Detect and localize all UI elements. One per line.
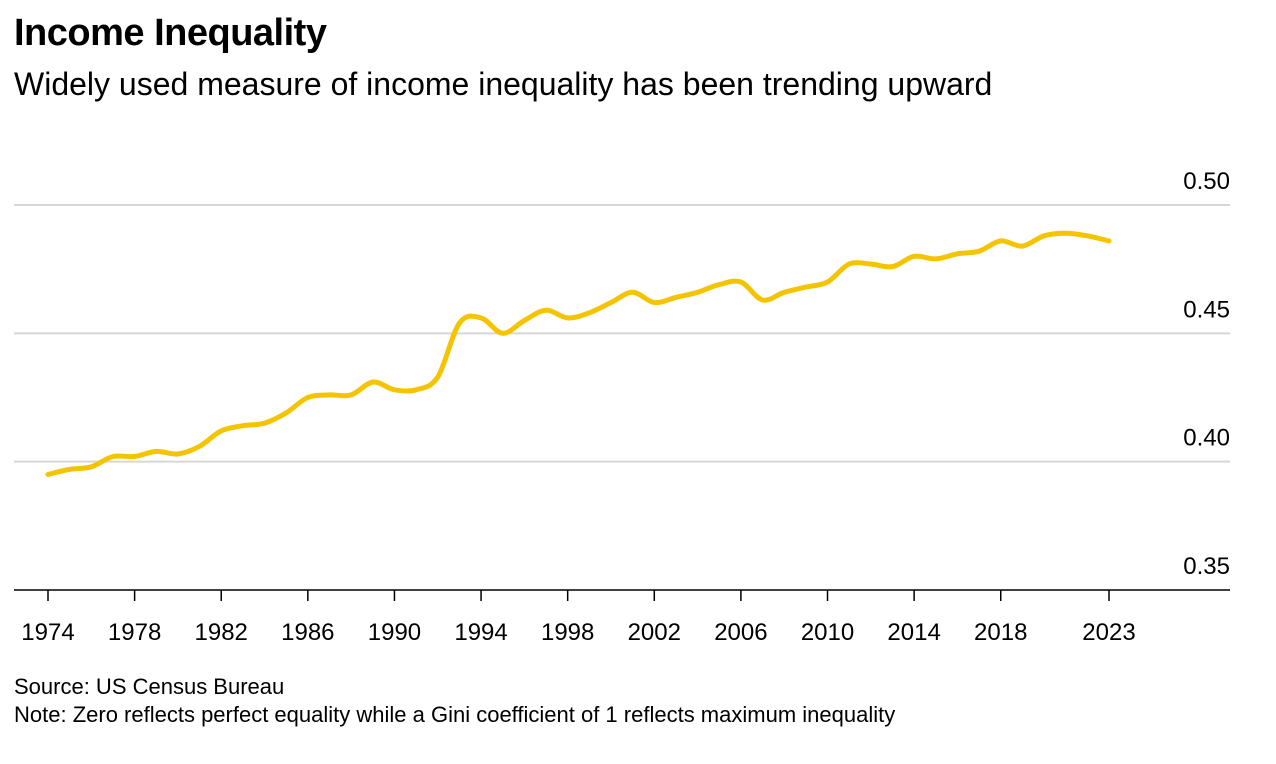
chart-subtitle: Widely used measure of income inequality… <box>14 66 993 102</box>
x-tick-label: 1974 <box>21 619 74 646</box>
footnote: Note: Zero reflects perfect equality whi… <box>14 702 896 727</box>
x-tick-label: 2006 <box>714 619 767 646</box>
y-tick-label: 0.45 <box>1183 296 1230 323</box>
x-tick-label: 2010 <box>801 619 854 646</box>
x-tick-label: 1982 <box>195 619 248 646</box>
x-tick-label: 1986 <box>281 619 334 646</box>
x-tick-label: 1990 <box>368 619 421 646</box>
x-tick-label: 2014 <box>887 619 940 646</box>
source-note: Source: US Census Bureau <box>14 674 285 699</box>
x-tick-label: 1994 <box>454 619 507 646</box>
x-tick-label: 1978 <box>108 619 161 646</box>
y-tick-label: 0.40 <box>1183 425 1230 452</box>
chart-title: Income Inequality <box>14 12 327 54</box>
x-tick-label: 2018 <box>974 619 1027 646</box>
y-tick-label: 0.35 <box>1183 553 1230 580</box>
x-tick-label: 1998 <box>541 619 594 646</box>
y-tick-label: 0.50 <box>1183 168 1230 195</box>
x-tick-label: 2002 <box>628 619 681 646</box>
series-line-gini <box>45 230 1112 477</box>
x-tick-label: 2023 <box>1082 619 1135 646</box>
